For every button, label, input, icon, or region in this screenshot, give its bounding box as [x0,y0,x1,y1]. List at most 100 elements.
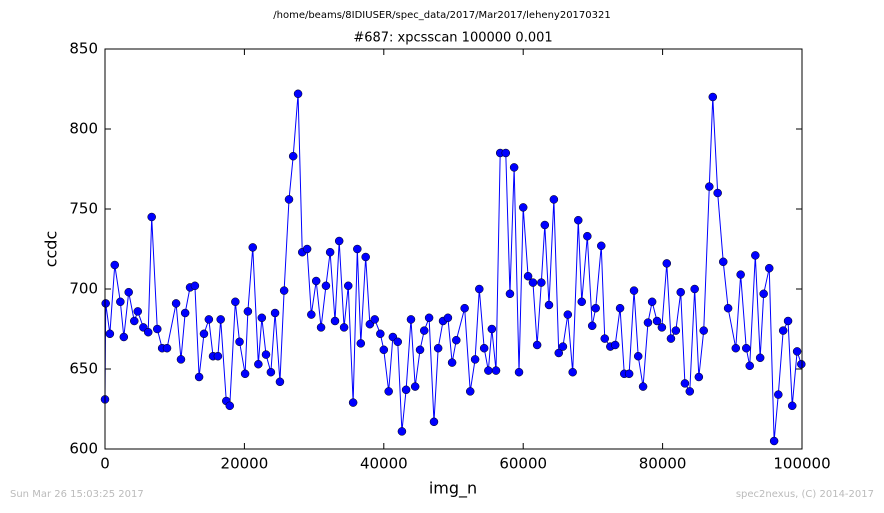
marker [270,308,280,318]
marker [671,326,681,335]
marker [348,398,358,407]
marker [705,182,714,191]
marker [452,335,461,345]
marker [624,369,634,379]
marker [153,324,162,334]
marker [110,260,120,270]
marker [745,361,754,371]
marker [544,300,554,310]
marker [787,401,797,411]
marker [279,286,289,295]
marker [307,310,316,319]
marker [119,332,129,342]
marker [797,359,806,369]
marker [633,351,643,361]
footer-right: spec2nexus, (C) 2014-2017 [736,489,874,500]
marker [235,337,244,347]
marker [479,343,489,353]
marker [143,327,153,337]
marker [293,89,303,99]
marker [662,259,672,268]
marker [736,270,745,279]
marker [248,243,258,252]
marker [254,359,263,369]
x-tick-label: 80000 [639,455,687,473]
marker [563,310,573,319]
marker [769,436,779,446]
marker [334,236,344,246]
marker [643,318,653,327]
marker [699,326,708,335]
marker [470,355,480,364]
y-tick-label: 800 [69,120,98,138]
marker [577,297,586,307]
marker [460,303,469,313]
x-axis-label: img_n [429,479,477,499]
marker [116,297,125,307]
marker [629,286,639,295]
y-tick-label: 600 [69,440,98,458]
marker [523,271,533,281]
marker [370,315,379,324]
y-tick-label: 650 [69,360,98,378]
marker [415,345,425,355]
marker [261,350,271,359]
marker [676,287,685,297]
y-tick-label: 750 [69,200,98,218]
marker [130,316,139,326]
marker [180,308,190,318]
marker [257,313,267,323]
marker [105,329,115,339]
marker [240,369,250,379]
marker [647,297,657,307]
marker [288,151,298,161]
marker [199,329,209,339]
marker [447,358,457,367]
marker [231,297,240,307]
marker [558,342,568,351]
marker [376,329,385,339]
marker [330,316,340,326]
marker [316,323,326,332]
marker [723,303,733,313]
marker [302,244,312,254]
x-tick-label: 100000 [773,455,830,473]
marker [549,195,559,204]
marker [528,278,538,287]
marker [505,289,515,299]
marker [638,382,648,391]
marker [124,287,133,297]
marker [424,313,434,323]
marker [325,247,335,257]
marker [484,366,493,375]
plot-frame [104,48,803,450]
x-tick-label: 60000 [499,455,547,473]
marker [465,387,475,396]
marker [204,315,214,324]
marker [475,284,484,294]
marker [410,382,420,391]
marker [574,215,583,225]
marker [339,323,349,332]
marker [353,244,362,254]
y-axis-label: ccdc [42,231,61,268]
path-title: /home/beams/8IDIUSER/spec_data/2017/Mar2… [273,10,610,21]
marker [406,315,416,324]
marker [190,281,200,291]
marker [243,307,253,316]
marker [397,427,407,436]
marker [171,299,181,308]
marker [379,345,389,355]
marker [610,340,620,350]
marker [501,148,511,158]
marker [778,326,788,335]
marker [718,257,728,267]
marker [429,417,439,427]
marker [587,321,597,331]
marker [540,220,550,230]
x-tick-label: 20000 [221,455,269,473]
marker [518,203,528,212]
marker [176,355,186,364]
